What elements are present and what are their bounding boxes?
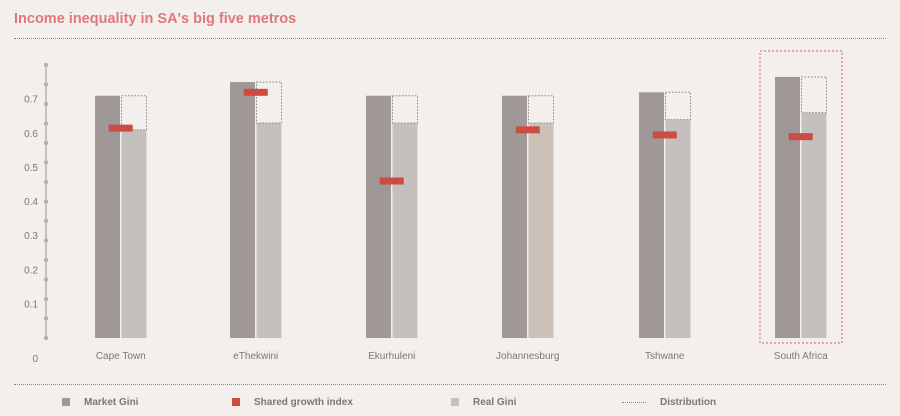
category-label: Cape Town [96,351,146,362]
y-axis-dot [43,179,49,185]
distribution-box [528,95,554,124]
chart-title: Income inequality in SA's big five metro… [14,11,297,27]
shared-growth-marker [243,88,268,96]
y-tick-label: 0.7 [24,95,38,106]
bar-real-gini [801,112,827,339]
distribution-box [256,81,282,124]
shared-growth-marker [379,177,404,185]
bar-chart: 0 0.1 0.2 0.3 0.4 0.5 0.6 0.7 Cape Town eThekwini… [24,50,843,365]
bar-real-gini [528,123,554,338]
bar-market-gini [502,95,527,339]
category-label: South Africa [774,351,828,362]
y-axis-dot [43,277,49,282]
bar-real-gini [121,129,147,338]
y-tick-label: 0 [32,354,38,365]
bar-market-gini [366,95,391,339]
category-label: Johannesburg [496,351,559,362]
real-gini-swatch [451,398,459,406]
y-tick-label: 0.4 [24,197,38,208]
y-axis-dot [43,101,49,107]
y-tick-label: 0.1 [24,299,38,310]
legend-item-shared-growth: Shared growth index [232,395,353,409]
shared-growth-marker [515,126,540,134]
y-axis-dot [43,82,49,87]
bar-market-gini [230,82,255,338]
legend-item-distribution: Distribution [622,395,716,409]
y-tick-label: 0.6 [24,129,38,140]
bottom-divider [14,384,886,385]
shared-growth-marker [652,131,677,139]
shared-growth-marker [108,124,133,132]
market-gini-swatch [62,398,70,406]
y-axis-dot [43,160,49,165]
shared-growth-swatch [232,398,240,406]
distribution-box [665,91,691,121]
legend-label-distribution: Distribution [660,396,717,408]
legend-label-shared-growth: Shared growth index [254,396,353,408]
distribution-box [392,95,418,124]
legend-item-real-gini: Real Gini [451,395,516,409]
category-label: Tshwane [645,351,685,362]
y-axis-dot [43,335,49,341]
legend-label-market-gini: Market Gini [84,396,139,408]
y-axis-dot [43,140,49,146]
y-axis-dot [43,296,49,302]
legend-item-market-gini: Market Gini [62,395,138,409]
y-axis-dot [43,238,49,243]
legend-label-real-gini: Real Gini [473,396,517,408]
bar-real-gini [256,123,282,338]
legend: Market Gini Shared growth index Real Gin… [0,395,900,409]
highlight-box [759,50,843,344]
y-axis-dot [43,62,49,68]
y-tick-label: 0.3 [24,231,38,242]
y-axis-dot [43,316,49,321]
distribution-box [121,95,147,131]
shared-growth-marker [788,133,813,141]
y-tick-label: 0.2 [24,265,38,276]
y-axis-dot [43,199,49,204]
bar-real-gini [392,123,418,338]
bar-market-gini [95,95,120,339]
y-axis-dot [43,218,49,224]
category-label: Ekurhuleni [368,351,415,362]
bar-real-gini [665,119,691,338]
y-tick-label: 0.5 [24,163,38,174]
bar-market-gini [639,92,664,338]
y-axis-dot [43,121,49,126]
category-label: eThekwini [233,351,278,362]
top-divider [14,38,886,39]
bar-market-gini [775,76,800,338]
y-axis-dot [43,257,49,263]
distribution-swatch [622,401,646,403]
distribution-box [801,76,827,114]
